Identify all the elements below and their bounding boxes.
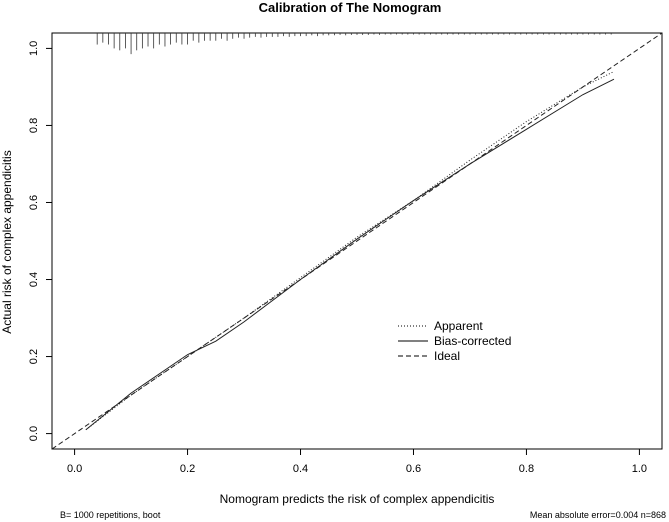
x-axis-label: Nomogram predicts the risk of complex ap… (220, 492, 495, 506)
series-bias-corrected (85, 78, 615, 431)
footnote-left: B= 1000 repetitions, boot (60, 510, 161, 520)
legend-label-bias-corrected: Bias-corrected (434, 334, 511, 348)
y-tick-label: 0.6 (28, 195, 40, 210)
series-lines (51, 32, 663, 450)
rug-ticks (96, 33, 612, 55)
y-tick-label: 1.0 (28, 41, 40, 56)
x-tick-label: 0.4 (293, 463, 308, 475)
y-tick-label: 0.8 (28, 118, 40, 133)
y-tick-label: 0.0 (28, 426, 40, 441)
chart-title: Calibration of The Nomogram (259, 0, 442, 15)
y-tick-label: 0.4 (28, 272, 40, 287)
x-tick-label: 0.6 (406, 463, 421, 475)
series-ideal (51, 32, 663, 450)
x-tick-label: 0.0 (67, 463, 82, 475)
x-tick-label: 0.2 (180, 463, 195, 475)
legend-label-ideal: Ideal (434, 349, 460, 363)
x-axis-ticks: 0.0 0.2 0.4 0.6 0.8 1.0 (67, 449, 647, 475)
y-tick-label: 0.2 (28, 349, 40, 364)
y-axis-label: Actual risk of complex appendicitis (0, 150, 14, 333)
footnote-right: Mean absolute error=0.004 n=868 (530, 510, 666, 520)
x-tick-label: 1.0 (632, 463, 647, 475)
legend-label-apparent: Apparent (434, 319, 483, 333)
legend: Apparent Bias-corrected Ideal (398, 319, 511, 363)
y-axis-ticks: 0.0 0.2 0.4 0.6 0.8 1.0 (28, 41, 52, 441)
series-apparent (85, 71, 615, 431)
x-tick-label: 0.8 (519, 463, 534, 475)
